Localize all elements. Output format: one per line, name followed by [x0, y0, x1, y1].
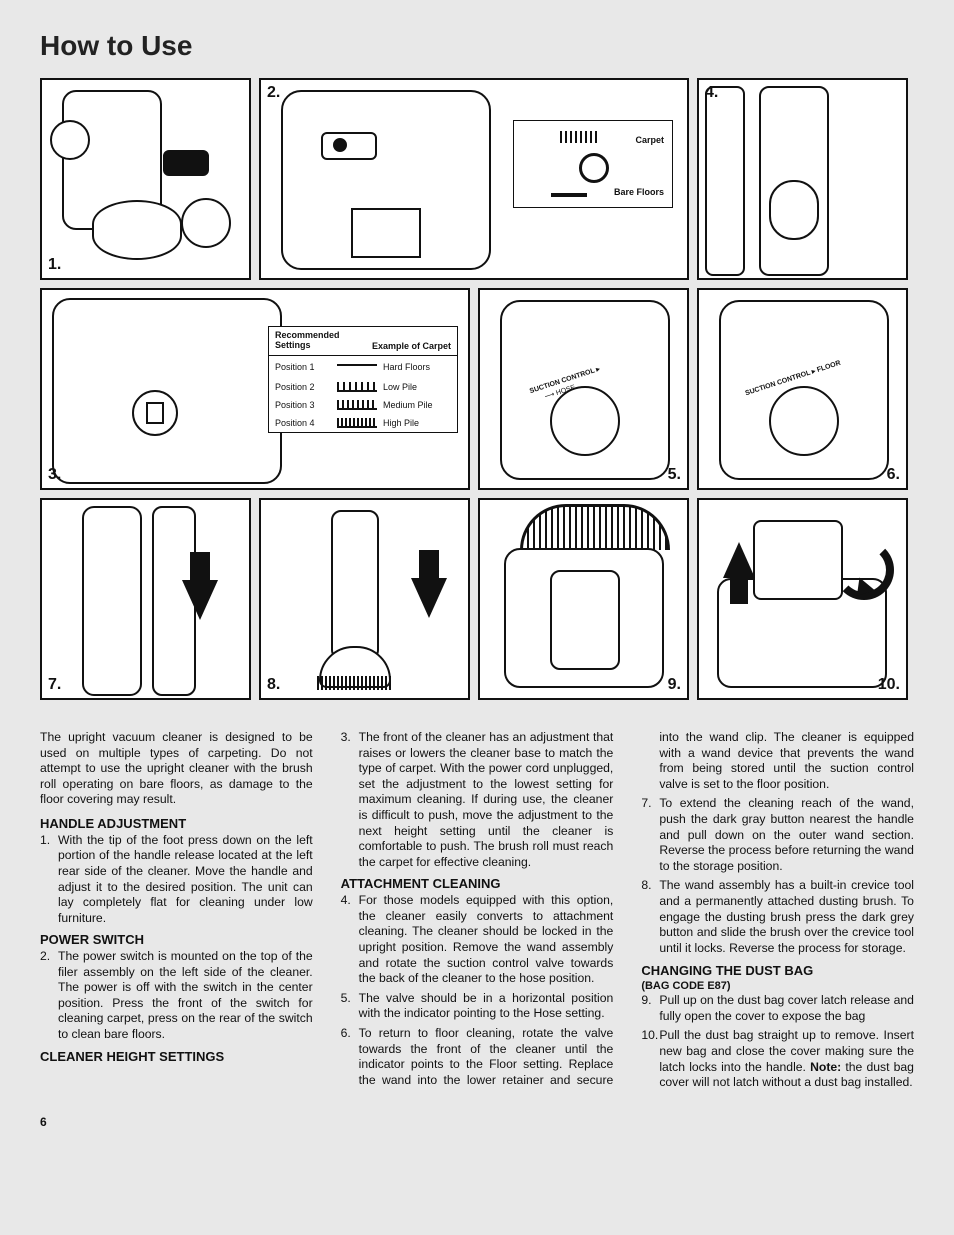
page-number: 6	[40, 1115, 914, 1129]
list-handle: 1.With the tip of the foot press down on…	[40, 833, 313, 927]
figure-panel-2: Carpet Bare Floors 2.	[259, 78, 689, 280]
figure-panel-8: 8.	[259, 498, 470, 700]
figure-panel-9: 9.	[478, 498, 689, 700]
list-height: 3.The front of the cleaner has an adjust…	[341, 730, 614, 870]
arrow-down-icon	[182, 580, 218, 620]
panel-number: 8.	[267, 676, 280, 694]
figure-panel-10: 10.	[697, 498, 908, 700]
panel-number: 7.	[48, 676, 61, 694]
intro-paragraph: The upright vacuum cleaner is designed t…	[40, 730, 313, 808]
figure-panel-1: 1.	[40, 78, 251, 280]
panel-number: 1.	[48, 256, 61, 274]
panel-number: 4.	[705, 84, 718, 102]
instruction-item: 8.The wand assembly has a built-in crevi…	[659, 878, 914, 956]
subheading-bag: (BAG CODE E87)	[641, 979, 914, 993]
settings-row: Position 1Hard Floors	[269, 356, 457, 378]
figure-panel-3: Recommended Settings Example of Carpet P…	[40, 288, 470, 490]
settings-header-left: Recommended Settings	[275, 331, 363, 351]
instruction-item: 3.The front of the cleaner has an adjust…	[359, 730, 614, 870]
instruction-item: 9.Pull up on the dust bag cover latch re…	[659, 993, 914, 1024]
heading-handle: HANDLE ADJUSTMENT	[40, 816, 313, 833]
carpet-label: Carpet	[635, 135, 664, 145]
switch-detail-box: Carpet Bare Floors	[513, 120, 673, 208]
instruction-item: 2.The power switch is mounted on the top…	[58, 949, 313, 1043]
figure-panel-6: SUCTION CONTROL ▸ FLOOR 6.	[697, 288, 908, 490]
bare-floor-label: Bare Floors	[614, 187, 664, 197]
list-bag: 9.Pull up on the dust bag cover latch re…	[641, 993, 914, 1091]
instruction-item: 1.With the tip of the foot press down on…	[58, 833, 313, 927]
panel-number: 2.	[267, 84, 280, 102]
switch-dial-icon	[579, 153, 609, 183]
panel-number: 9.	[668, 676, 681, 694]
list-power: 2.The power switch is mounted on the top…	[40, 949, 313, 1043]
page-title: How to Use	[40, 30, 914, 62]
settings-header-right: Example of Carpet	[363, 341, 451, 351]
settings-row: Position 4High Pile	[269, 414, 457, 432]
heading-bag: CHANGING THE DUST BAG	[641, 963, 914, 980]
carpet-icon	[560, 131, 600, 143]
panel-number: 6.	[887, 466, 900, 484]
settings-rows: Position 1Hard FloorsPosition 2Low PileP…	[269, 356, 457, 432]
figure-panel-4: 4.	[697, 78, 908, 280]
figure-panel-5: SUCTION CONTROL ▸ ⟶ HOSE 5.	[478, 288, 689, 490]
arrow-down-icon	[411, 578, 447, 618]
instruction-item: 5.The valve should be in a horizontal po…	[359, 991, 614, 1022]
heading-height: CLEANER HEIGHT SETTINGS	[40, 1049, 313, 1066]
settings-table: Recommended Settings Example of Carpet P…	[268, 326, 458, 433]
arrow-curve-icon	[834, 540, 894, 600]
instruction-item: 4.For those models equipped with this op…	[359, 893, 614, 987]
heading-attach: ATTACHMENT CLEANING	[341, 876, 614, 893]
heading-power: POWER SWITCH	[40, 932, 313, 949]
figure-panel-7: 7.	[40, 498, 251, 700]
instruction-item: 10.Pull the dust bag straight up to remo…	[659, 1028, 914, 1090]
panel-number: 3.	[48, 466, 61, 484]
settings-row: Position 3Medium Pile	[269, 396, 457, 414]
arrow-up-icon	[723, 542, 755, 578]
instruction-text: The upright vacuum cleaner is designed t…	[40, 730, 914, 1091]
bare-floor-icon	[551, 193, 587, 197]
instruction-item: 7.To extend the cleaning reach of the wa…	[659, 796, 914, 874]
panel-number: 10.	[878, 676, 900, 694]
figure-grid: 1. Carpet Bare Floors 2.	[40, 78, 914, 700]
panel-number: 5.	[668, 466, 681, 484]
settings-row: Position 2Low Pile	[269, 378, 457, 396]
